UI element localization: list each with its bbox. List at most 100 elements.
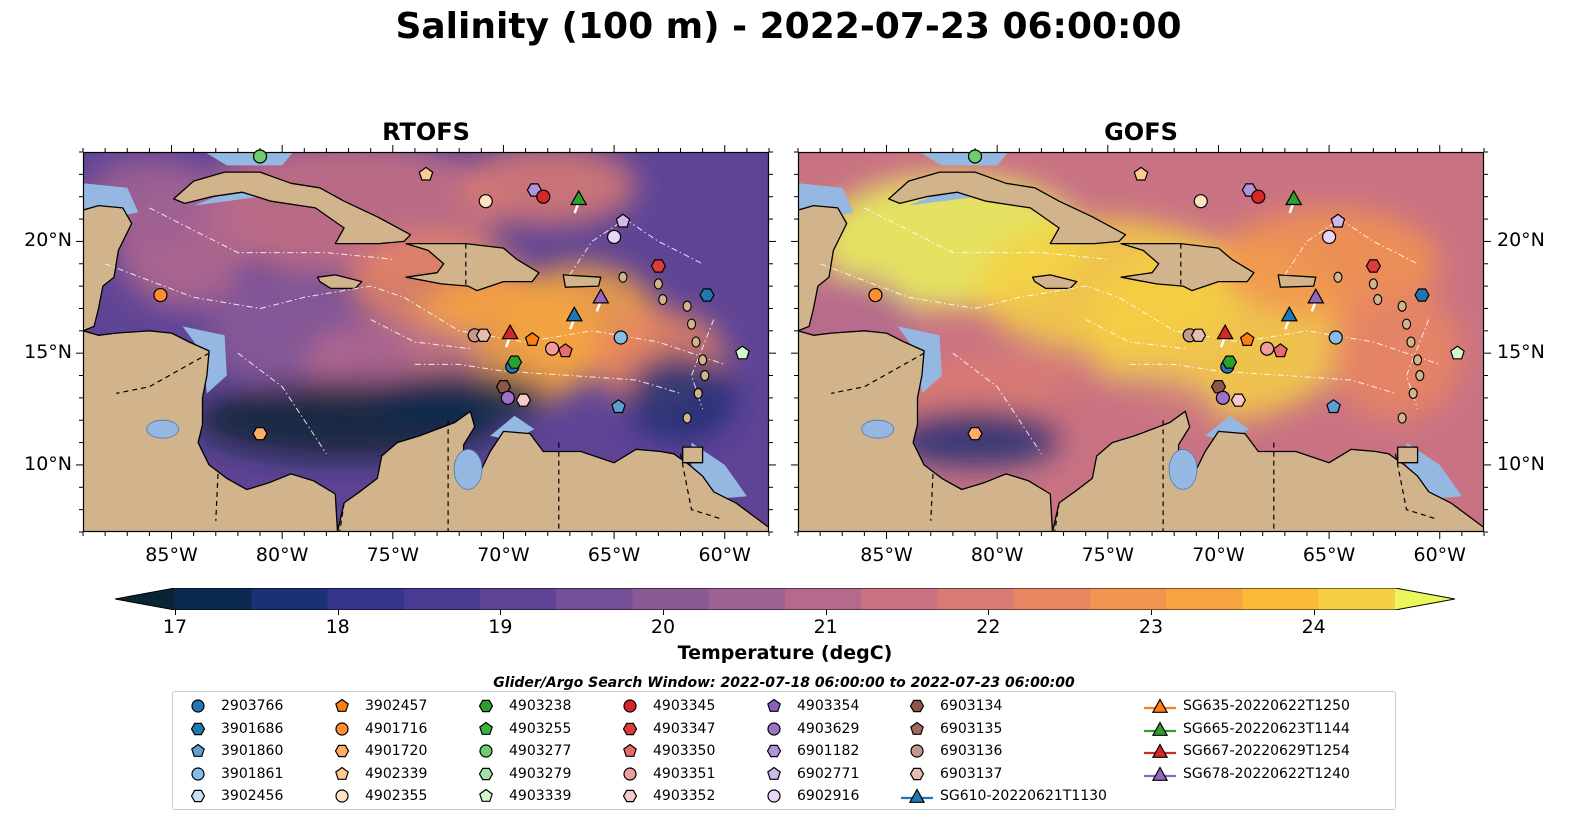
float-marker-4903351 (1260, 341, 1275, 356)
legend-item: 6901182 (757, 741, 859, 761)
lat-tick-label-left: 10°N (24, 452, 72, 475)
legend-item: 3902457 (325, 696, 427, 716)
legend-item-label: 4903255 (509, 720, 572, 737)
pentagon-marker-icon (335, 698, 349, 712)
legend-item-label: SG665-20220623T1144 (1183, 720, 1350, 737)
float-marker-4901716 (868, 287, 883, 303)
colorbar-tick-label: 19 (488, 616, 513, 638)
lon-tick-label: 65°W (1302, 544, 1356, 566)
float-marker-4903339 (735, 345, 750, 360)
legend-item: SG665-20220623T1144 (1143, 719, 1350, 739)
legend-item: SG635-20220622T1250 (1143, 696, 1350, 716)
glider-marker-SG610-20220621T1130 (565, 305, 583, 330)
circle-marker-icon (479, 744, 493, 758)
float-marker-4903347 (650, 259, 667, 273)
pentagon-marker-icon (191, 743, 205, 757)
legend-item: 4903339 (469, 786, 571, 806)
colorbar-tick-label: 17 (162, 616, 188, 638)
legend-item: 3901860 (181, 741, 283, 761)
lon-tick-label: 85°W (145, 544, 198, 566)
legend-item-label: 6903134 (940, 698, 1003, 714)
legend-item-label: SG667-20220629T1254 (1183, 743, 1350, 759)
legend-item: 2903766 (181, 696, 283, 716)
float-marker-4902339 (418, 166, 434, 181)
glider-marker-SG610-20220621T1130 (1280, 305, 1298, 330)
float-marker-4903238 (506, 355, 523, 369)
colorbar-tick-mark (988, 610, 990, 615)
float-marker-3902457 (524, 332, 540, 346)
circle-marker-icon (335, 789, 349, 803)
colorbar-tick-label: 24 (1301, 616, 1326, 638)
float-marker-6902771 (615, 213, 631, 228)
legend-item-label: 4903354 (797, 698, 860, 714)
legend-item-label: 4903345 (653, 698, 716, 714)
legend-item-label: 6903135 (940, 720, 1003, 737)
legend-item-label: 4903629 (797, 720, 860, 737)
legend-item-label: SG635-20220622T1250 (1183, 698, 1350, 714)
float-marker-3901686 (1414, 288, 1430, 302)
glider-marker-SG665-20220623T1144 (570, 189, 588, 214)
float-marker-3901861 (1328, 330, 1343, 345)
colorbar-extend-low (115, 588, 175, 610)
colorbar-tick-label: 21 (813, 616, 838, 638)
legend-item: 6903137 (900, 764, 1002, 784)
circle-marker-icon (335, 721, 349, 736)
float-marker-4903345 (1251, 189, 1266, 204)
lat-tick-label-right: 20°N (1497, 229, 1545, 252)
pentagon-marker-icon (335, 766, 349, 780)
float-marker-6902916 (1321, 229, 1337, 245)
map-panel-gofs (791, 145, 1491, 539)
hexagon-marker-icon (478, 767, 494, 780)
float-marker-6902916 (606, 229, 622, 245)
hexagon-marker-icon (909, 767, 925, 780)
colorbar-tick-label: 23 (1138, 616, 1164, 638)
glider-marker-SG665-20220623T1144 (1285, 189, 1303, 214)
legend-item: 6903136 (900, 741, 1002, 761)
lon-tick-label: 85°W (860, 544, 913, 566)
legend-item-label: 6903137 (940, 765, 1003, 782)
colorbar-tick-mark (175, 610, 176, 615)
legend-item: 6903135 (900, 719, 1002, 739)
lat-tick-label-left: 20°N (24, 229, 72, 252)
colorbar-tick-mark (825, 610, 827, 615)
float-marker-3901861 (613, 330, 628, 345)
map-panel-rtofs (76, 145, 776, 539)
hexagon-marker-icon (909, 699, 925, 713)
lon-tick-label: 70°W (1192, 544, 1245, 566)
legend-item: 4903629 (757, 719, 859, 739)
legend-item-label: SG610-20220621T1130 (940, 788, 1107, 804)
float-marker-3901686 (699, 288, 715, 302)
hexagon-marker-icon (334, 744, 350, 758)
glider-line-triangle-icon (1144, 765, 1176, 781)
pentagon-marker-icon (479, 788, 493, 802)
float-marker-3901860 (1326, 399, 1341, 414)
float-marker-4901720 (967, 427, 983, 441)
glider-line-triangle-icon (1144, 698, 1176, 713)
float-marker-4903629 (1215, 390, 1230, 405)
colorbar-tick-mark (1151, 610, 1152, 615)
legend-item-label: 3901860 (221, 743, 284, 759)
legend-item: SG667-20220629T1254 (1143, 741, 1350, 761)
hexagon-marker-icon (622, 722, 638, 735)
legend-item-label: 4903352 (653, 788, 716, 804)
float-marker-6903137 (1190, 328, 1207, 342)
colorbar-tick-mark (1313, 610, 1315, 615)
float-marker-3901860 (611, 399, 626, 414)
colorbar-tick-label: 18 (325, 616, 350, 638)
glider-marker-SG667-20220629T1254 (501, 323, 519, 348)
colorbar-tick-label: 22 (976, 616, 1001, 638)
pentagon-marker-icon (767, 766, 781, 780)
legend-item-label: 2903766 (221, 698, 284, 714)
legend-item: 3901686 (181, 719, 283, 739)
legend-item: 4902339 (325, 764, 427, 784)
hexagon-marker-icon (190, 722, 206, 735)
lat-tick-label-right: 15°N (1497, 341, 1545, 364)
legend-item-label: 6902771 (797, 765, 860, 782)
circle-marker-icon (767, 721, 781, 736)
legend-item: 4901716 (325, 719, 427, 739)
legend-item: 4902355 (325, 786, 427, 806)
float-marker-4903350 (558, 343, 573, 358)
float-marker-4903347 (1365, 259, 1382, 273)
colorbar-extend-high (1395, 588, 1455, 610)
legend-item: 4903277 (469, 741, 571, 761)
